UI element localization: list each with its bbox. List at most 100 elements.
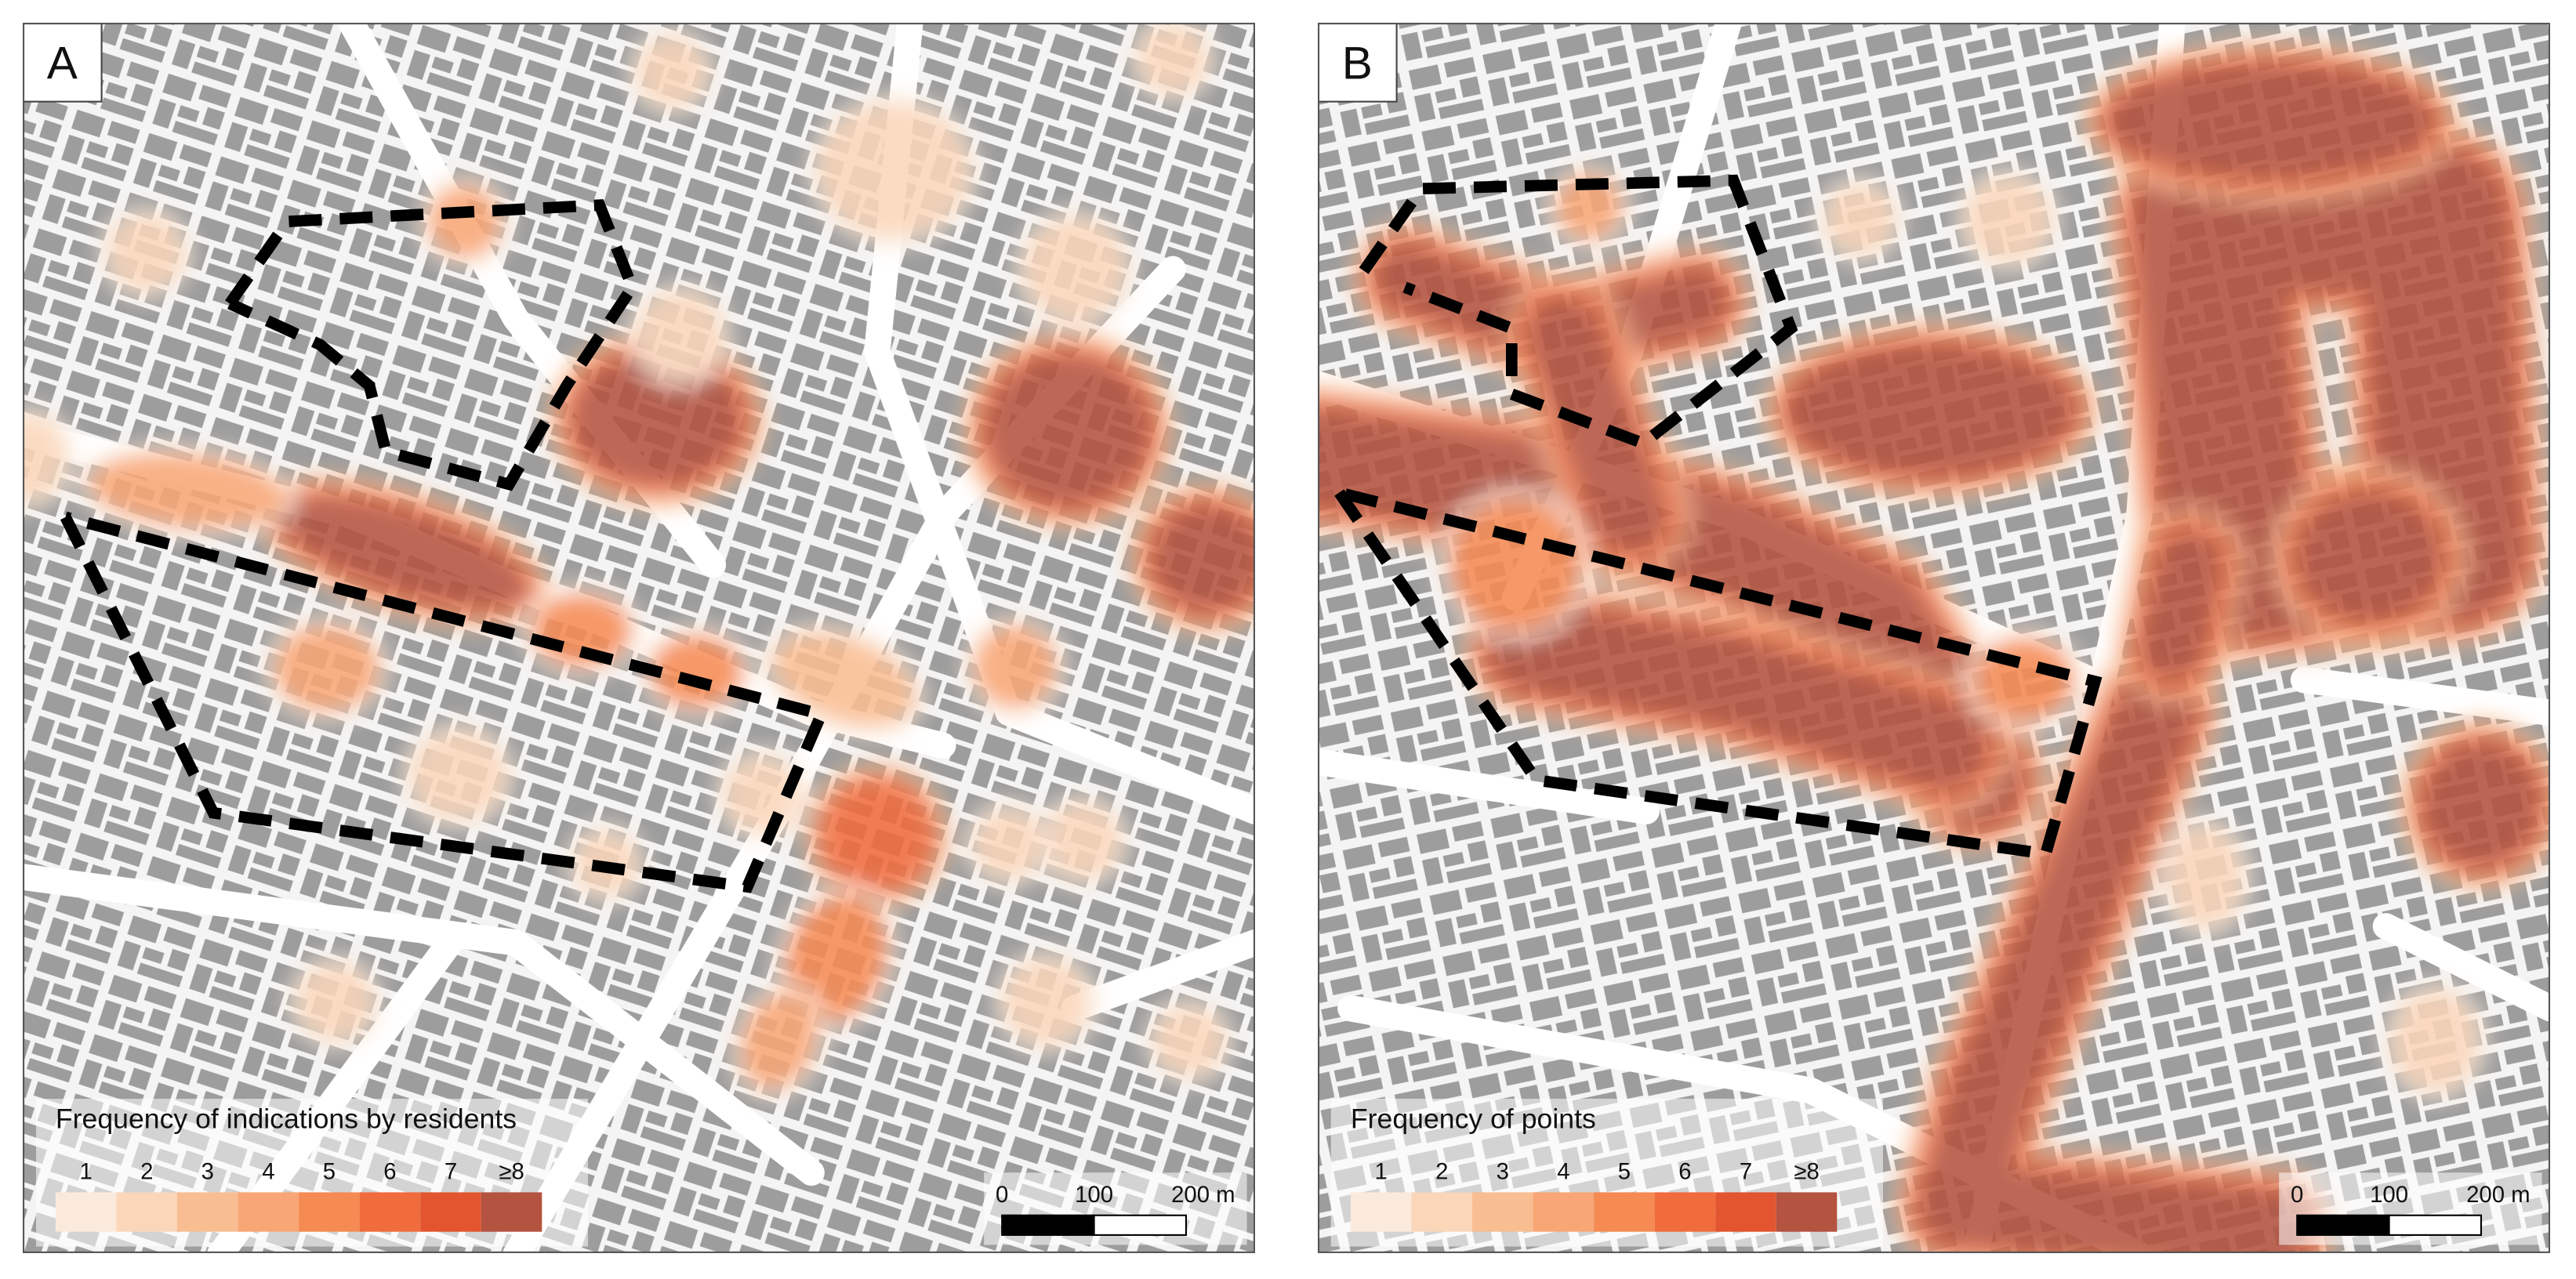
heat-spot	[2393, 991, 2476, 1091]
legend-swatch	[299, 1192, 360, 1232]
legend-class-label: 2	[140, 1159, 153, 1185]
heat-spot	[975, 811, 1042, 877]
legend-swatch	[1472, 1192, 1533, 1232]
heat-spot	[1786, 344, 2076, 476]
legend-swatch	[420, 1192, 481, 1232]
heat-spot	[639, 293, 721, 376]
heat-spot	[571, 353, 743, 485]
heat-band	[2139, 531, 2222, 680]
study-area-boundary	[1334, 487, 2103, 861]
heat-spot	[985, 354, 1150, 506]
legend-swatch	[238, 1192, 299, 1232]
heat-spot	[110, 216, 183, 289]
panel-label-box	[1318, 23, 1398, 103]
scale-bar-black	[2296, 1214, 2390, 1236]
study-area-boundary	[1359, 174, 1798, 450]
panel-label: B	[1342, 38, 1373, 89]
legend-class-label: 2	[1435, 1159, 1448, 1185]
legend-swatch	[1776, 1192, 1838, 1232]
street	[23, 864, 825, 1187]
legend-class-label: 3	[1497, 1159, 1509, 1185]
heat-spot	[1966, 179, 2049, 261]
scale-tick-label: 0	[2291, 1182, 2303, 1208]
legend-class-label: ≥8	[499, 1159, 524, 1185]
legend-swatch	[1533, 1192, 1595, 1232]
legend-title: Frequency of points	[1351, 1103, 1596, 1135]
heat-spot	[1151, 505, 1255, 611]
heat-spot	[299, 966, 372, 1038]
heat-spot	[740, 993, 817, 1089]
heat-spot	[639, 39, 705, 105]
legend-title: Frequency of indications by residents	[56, 1103, 517, 1135]
heat-spot	[1140, 26, 1206, 92]
heat-spot	[276, 496, 528, 607]
heat-spot	[1005, 960, 1088, 1043]
legend-swatch	[1350, 1192, 1412, 1232]
heat-spot	[2295, 491, 2444, 623]
heat-layer	[23, 23, 1255, 1103]
legend-class-label: 4	[262, 1159, 274, 1185]
heat-layer	[1318, 37, 2550, 1253]
heat-spot	[650, 635, 743, 708]
panel-label: A	[47, 38, 78, 89]
heat-spot	[2168, 828, 2241, 926]
street	[1318, 748, 1660, 824]
legend-swatch	[1715, 1192, 1776, 1232]
legend-class-label: 3	[201, 1159, 214, 1185]
heat-spot	[726, 759, 799, 832]
legend-swatch	[177, 1192, 238, 1232]
legend-swatch	[1411, 1192, 1473, 1232]
street	[1061, 929, 1255, 1022]
panel-frame	[1318, 23, 2550, 1253]
legend-class-label: 7	[1740, 1159, 1752, 1185]
scale-tick-label: 0	[996, 1182, 1008, 1208]
legend-class-label: ≥8	[1794, 1159, 1819, 1185]
legend-swatch	[359, 1192, 421, 1232]
scale-tick-label: 100	[1075, 1182, 1113, 1208]
legend-swatch	[116, 1192, 178, 1232]
heat-spot	[2106, 63, 2436, 179]
heat-spot	[89, 454, 285, 528]
heat-band	[1486, 601, 1988, 791]
map-panel: B Frequency of points 1 2 3 4 5 6 7 ≥8 0 100 200 m	[1318, 23, 2550, 1253]
legend-class-label: 6	[1678, 1159, 1691, 1185]
heat-band	[1917, 671, 2313, 1253]
legend-swatch	[1654, 1192, 1716, 1232]
heat-spot	[428, 185, 501, 258]
scale-tick-label: 100	[2370, 1182, 2408, 1208]
panel-frame	[23, 23, 1255, 1253]
panel-label-box	[23, 23, 103, 103]
legend-class-label: 6	[383, 1159, 396, 1185]
heat-spot	[773, 633, 916, 726]
scale-bar-white	[1093, 1214, 1188, 1236]
map-panel: A Frequency of indications by residents 1 2…	[23, 23, 1255, 1253]
legend-class-label: 1	[80, 1159, 93, 1185]
legend-class-label: 1	[1375, 1159, 1388, 1185]
scale-tick-label: 200 m	[2466, 1182, 2531, 1208]
scale-bar-white	[2388, 1214, 2483, 1236]
scale-bar-black	[1001, 1214, 1095, 1236]
heat-spot	[1555, 173, 1622, 240]
street	[2290, 666, 2550, 726]
heat-spot	[1156, 1008, 1223, 1074]
heat-spot	[412, 732, 505, 818]
heat-spot	[1449, 498, 1581, 631]
heat-spot	[819, 104, 968, 237]
legend-swatch	[1594, 1192, 1655, 1232]
heat-band	[1527, 298, 1667, 553]
study-area-boundary	[60, 511, 829, 893]
heat-spot	[2422, 742, 2541, 868]
heat-spot	[1827, 187, 1893, 253]
heat-spot	[23, 417, 64, 499]
heat-spot	[828, 786, 927, 886]
legend-class-label: 7	[444, 1159, 457, 1185]
legend-class-label: 5	[323, 1159, 336, 1185]
heat-spot	[1025, 219, 1124, 319]
heat-spot	[1046, 804, 1119, 877]
heat-spot	[274, 625, 379, 712]
street	[2372, 913, 2550, 1022]
legend-class-label: 4	[1557, 1159, 1569, 1185]
scale-tick-label: 200 m	[1171, 1182, 1235, 1208]
